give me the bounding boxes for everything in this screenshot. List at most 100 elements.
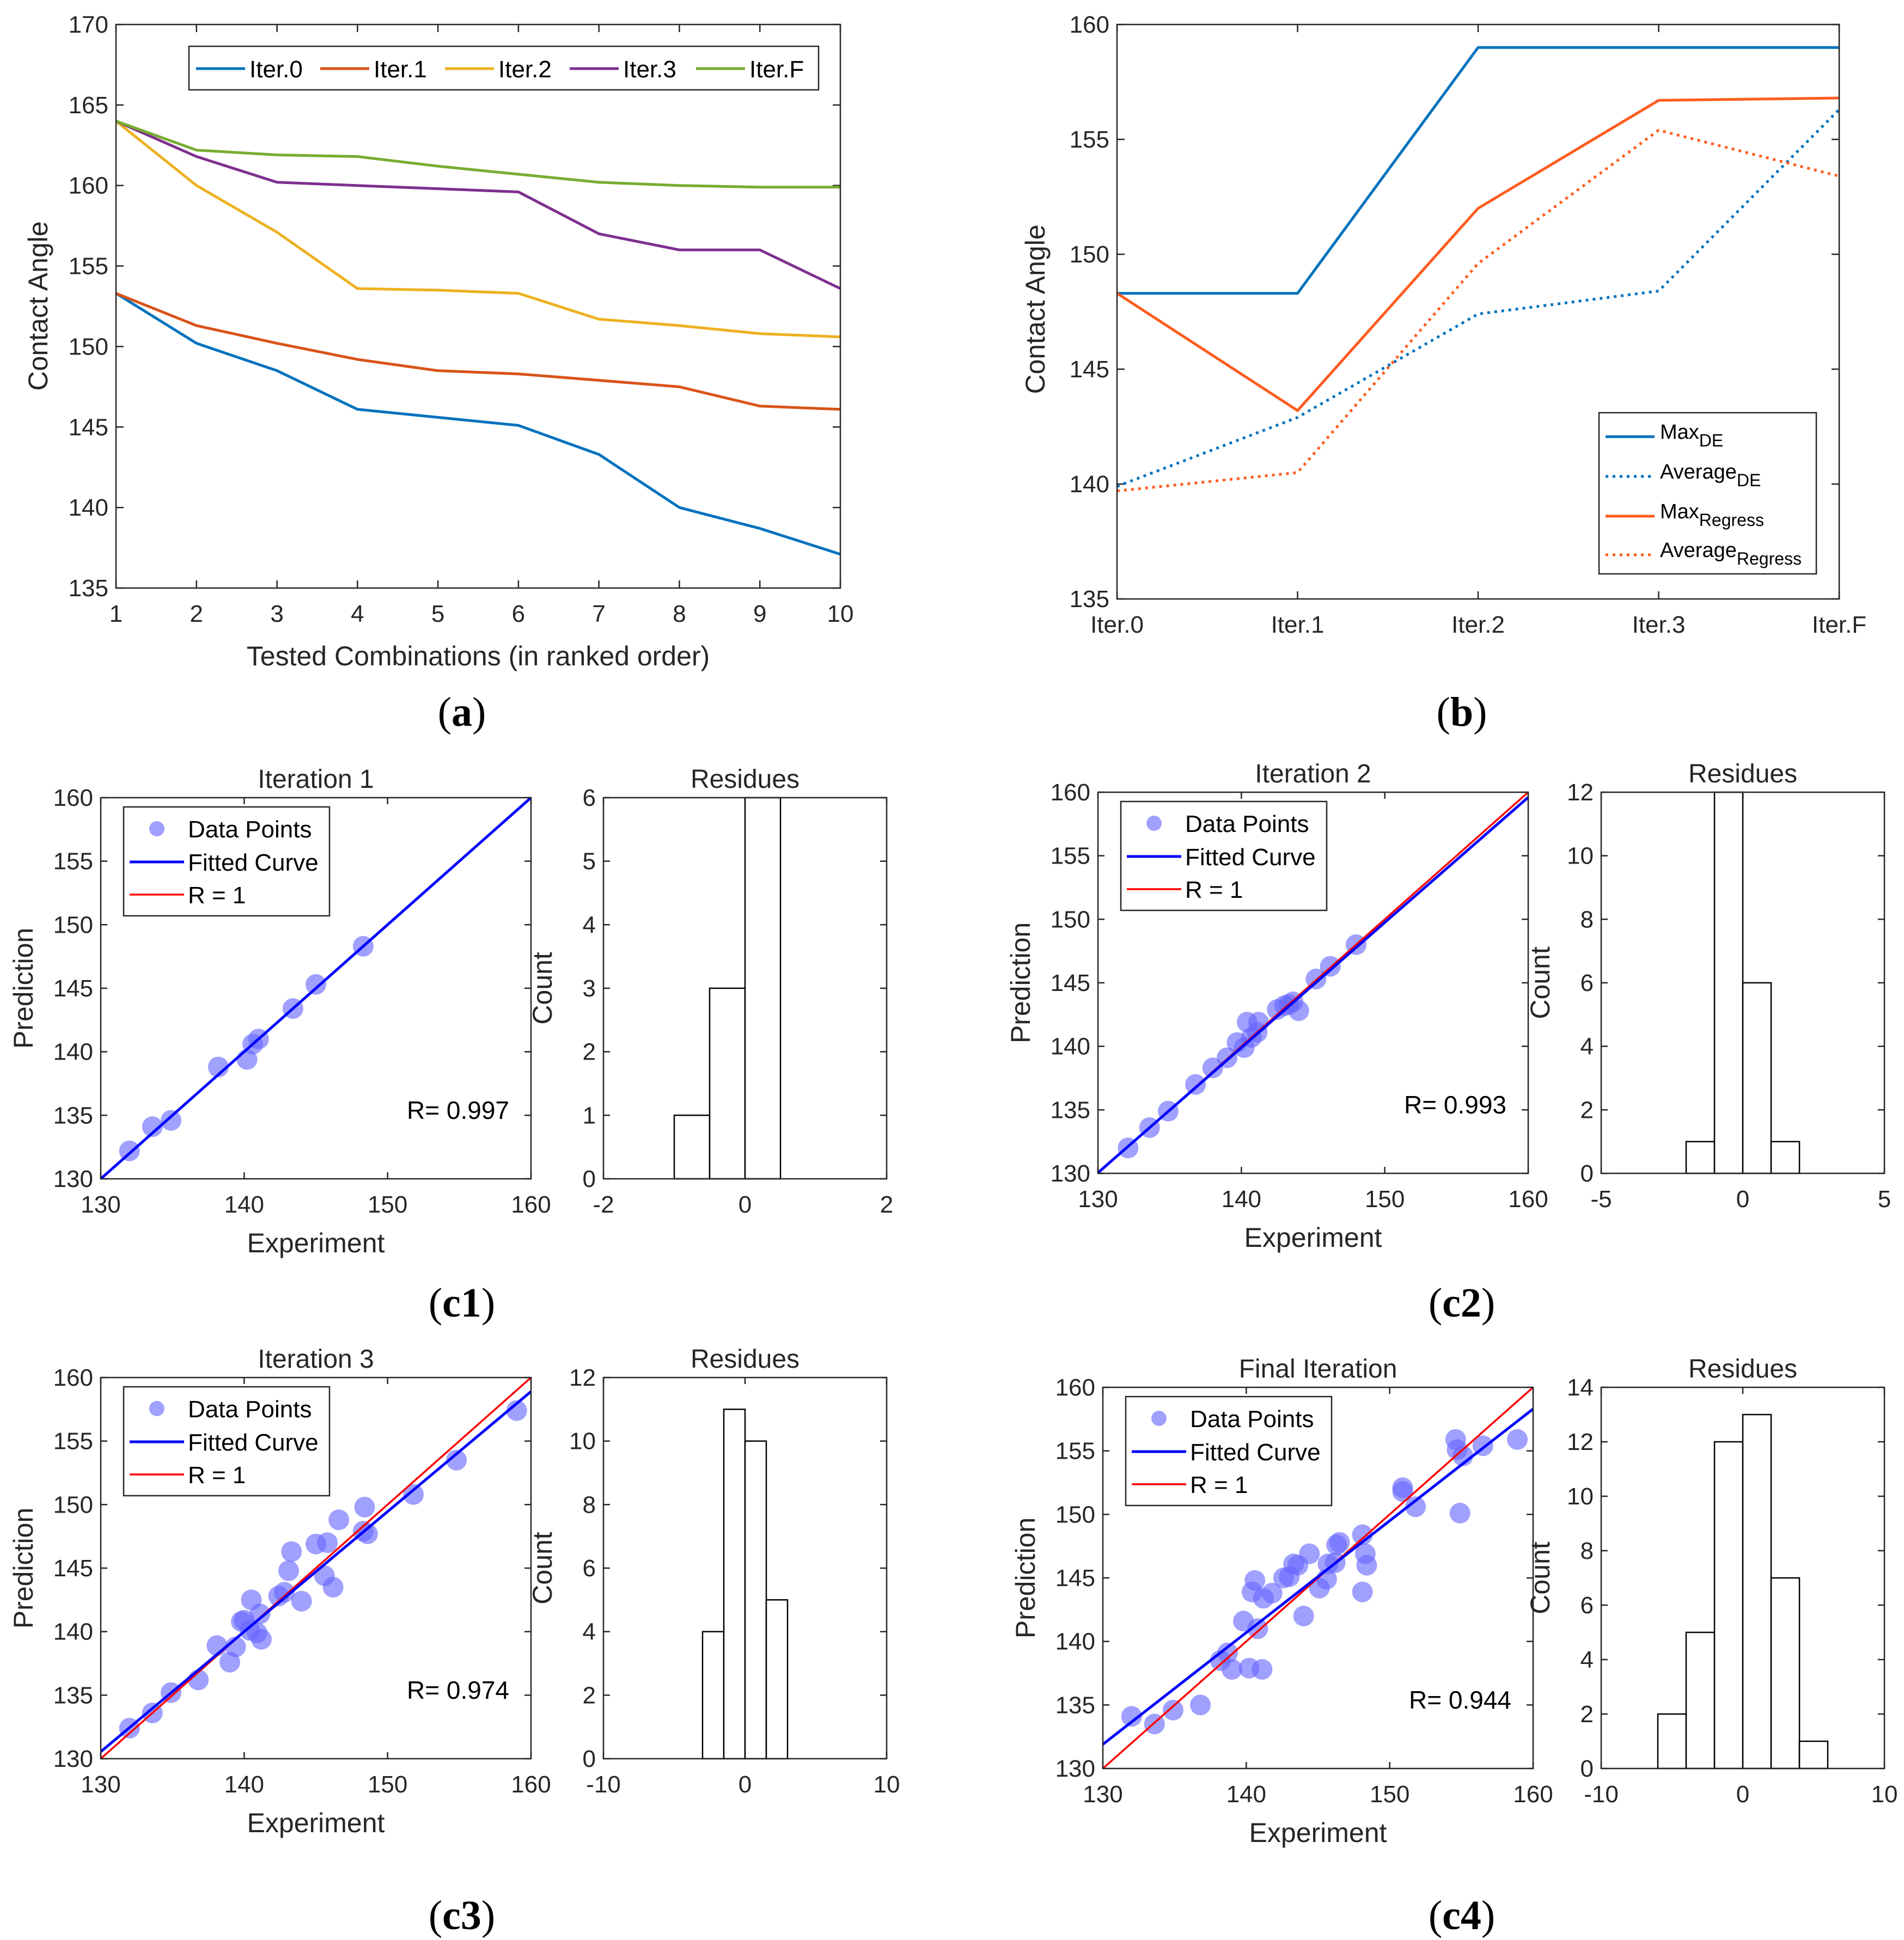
data-point [291, 1590, 312, 1612]
x-tick-label: Iter.F [1812, 611, 1866, 638]
data-point [278, 1560, 299, 1581]
legend: Data Points Fitted Curve R = 1 [123, 1386, 331, 1497]
caption-paren: ( [1429, 1280, 1442, 1326]
y-tick-label: 130 [1055, 1755, 1095, 1782]
x-axis-label: Tested Combinations (in ranked order) [247, 641, 710, 671]
x-tick-label: Iter.1 [1271, 611, 1325, 638]
panel-c4-scatter: 130 135 140 145 150 155 160 130 140 150 160 Data Po… [1010, 1355, 1553, 1848]
y-tick-label: 150 [1070, 241, 1109, 268]
y-tick-label: 0 [583, 1166, 596, 1192]
legend-label: Iter.0 [249, 56, 303, 83]
axis-frame [115, 23, 841, 589]
histogram-y-axis-label: Count [1525, 946, 1555, 1019]
y-tick-label: 145 [1070, 356, 1109, 383]
data-point [281, 1541, 302, 1562]
y-tick-label: 10 [1567, 843, 1594, 870]
x-tick-label: 1 [109, 601, 123, 627]
histogram-bar [723, 1409, 746, 1760]
histogram-title: Residues [691, 765, 800, 794]
y-tick-label: 4 [1580, 1647, 1594, 1673]
y-tick-label: 3 [583, 975, 596, 1002]
histogram-y-axis-label: Count [527, 1532, 558, 1605]
legend-name: Average [1660, 461, 1737, 484]
y-tick-label: 8 [583, 1491, 596, 1518]
y-tick-label: 150 [53, 1491, 93, 1518]
legend-label: Iter.F [749, 56, 804, 83]
series-line-iter1 [115, 292, 841, 411]
legend-label: Iter.2 [498, 56, 552, 83]
x-tick-label: 6 [512, 601, 525, 627]
y-tick-label: 4 [583, 1619, 596, 1645]
y-tick-label: 150 [69, 333, 108, 360]
y-tick-label: 155 [1051, 843, 1090, 870]
legend-label: R = 1 [1185, 877, 1243, 903]
x-tick-label: 150 [1370, 1781, 1409, 1808]
chart-title: Iteration 1 [258, 765, 374, 794]
histogram-bar [1657, 1713, 1687, 1770]
histogram-title: Residues [691, 1345, 800, 1374]
y-tick-label: 140 [1051, 1033, 1090, 1060]
y-tick-label: 155 [53, 848, 93, 875]
x-tick-label: Iter.3 [1632, 611, 1686, 638]
histogram-y-axis-label: Count [1525, 1541, 1555, 1614]
y-tick-label: 145 [69, 414, 108, 440]
y-tick-label: 140 [69, 494, 108, 521]
legend-marker [149, 1401, 164, 1416]
series-line-average-de [1116, 108, 1840, 488]
x-tick-label: 140 [224, 1771, 264, 1798]
y-tick-label: 14 [1567, 1374, 1594, 1401]
panel-caption-b: (b) [1437, 689, 1487, 735]
histogram-bar [744, 1440, 767, 1760]
legend-label: Fitted Curve [188, 1429, 319, 1456]
x-tick-label: -5 [1590, 1186, 1612, 1213]
data-point [1247, 1618, 1268, 1639]
legend-label: Fitted Curve [1190, 1439, 1321, 1466]
legend-label: Data Points [1185, 811, 1309, 837]
plot-area [116, 25, 840, 588]
r-value-text: R= 0.944 [1409, 1686, 1511, 1714]
y-tick-label: 160 [1055, 1374, 1095, 1401]
x-tick-label: Iter.0 [1090, 611, 1144, 638]
series-line-iter0 [115, 292, 841, 556]
panel-caption-c3: (c3) [429, 1893, 495, 1938]
legend-name: Max [1660, 500, 1699, 523]
data-point [328, 1509, 350, 1531]
y-tick-label: 0 [1580, 1160, 1594, 1187]
y-tick-label: 6 [583, 785, 596, 811]
chart-title: Iteration 3 [258, 1345, 374, 1374]
y-axis-label: Prediction [1005, 922, 1036, 1043]
y-tick-label: 130 [1051, 1160, 1090, 1187]
series-line-max-de [1117, 46, 1839, 295]
histogram-y-axis-label: Count [527, 952, 558, 1025]
axis-frame [100, 797, 532, 1180]
data-point [1217, 1642, 1238, 1663]
legend-label: R = 1 [188, 1462, 246, 1489]
y-tick-label: 1 [583, 1102, 596, 1129]
y-tick-label: 10 [1567, 1483, 1594, 1510]
y-tick-label: 0 [583, 1746, 596, 1772]
x-tick-label: 3 [270, 601, 283, 627]
data-point [1163, 1699, 1183, 1721]
y-tick-label: 8 [1580, 906, 1594, 933]
legend-label: Iter.1 [374, 56, 427, 83]
data-point [1405, 1496, 1426, 1517]
caption-paren: ) [1473, 689, 1487, 735]
y-tick-label: 150 [53, 911, 93, 938]
x-tick-label: 0 [739, 1191, 752, 1218]
x-tick-label: -2 [593, 1191, 614, 1218]
axis-frame [1116, 23, 1840, 600]
data-point [251, 1629, 272, 1650]
fitted-curve-line [100, 797, 532, 1180]
histogram-bar [1713, 1441, 1744, 1770]
legend-label: Fitted Curve [188, 849, 319, 876]
legend-label: Data Points [188, 816, 312, 843]
data-point [1392, 1481, 1413, 1502]
caption-paren: ( [429, 1280, 442, 1326]
caption-paren: ) [481, 1893, 495, 1938]
y-tick-label: 4 [1580, 1033, 1594, 1060]
data-point [1507, 1429, 1528, 1450]
y-tick-label: 160 [53, 1364, 93, 1391]
legend-box [1598, 412, 1817, 575]
y-tick-label: 12 [1567, 779, 1594, 806]
